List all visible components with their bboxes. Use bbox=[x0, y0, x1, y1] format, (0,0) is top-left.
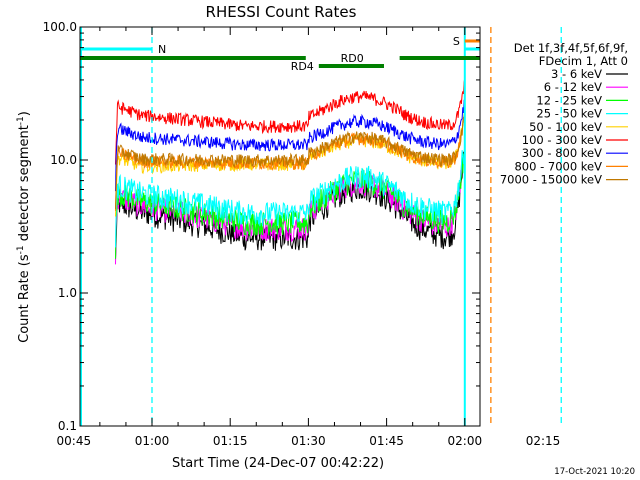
legend-header-line-2: FDecim 1, Att 0 bbox=[539, 54, 628, 68]
legend-item-label: 50 - 100 keV bbox=[529, 120, 602, 134]
vline-layer bbox=[80, 27, 562, 426]
series-line bbox=[115, 99, 466, 192]
legend-item-label: 800 - 7000 keV bbox=[514, 159, 602, 173]
y-tick-label: 1.0 bbox=[58, 286, 77, 300]
footer-date: 17-Oct-2021 10:20 bbox=[554, 467, 635, 477]
legend-item-label: 12 - 25 keV bbox=[536, 93, 602, 107]
x-tick-label: 01:15 bbox=[213, 434, 248, 448]
x-tick-label: 01:30 bbox=[291, 434, 326, 448]
legend-item-label: 25 - 50 keV bbox=[536, 107, 602, 121]
y-tick-label: 0.1 bbox=[58, 419, 77, 433]
x-tick-label: 00:45 bbox=[57, 434, 92, 448]
state-bar-label: N bbox=[158, 43, 166, 56]
chart-title: RHESSI Count Rates bbox=[206, 3, 357, 21]
plot-frame bbox=[79, 26, 481, 427]
legend-item-label: 3 - 6 keV bbox=[551, 67, 602, 81]
state-bar-label: S bbox=[453, 35, 460, 48]
x-tick-label: 02:00 bbox=[448, 434, 483, 448]
y-axis-ticks: 0.1 1.0 10.0 100.0 bbox=[43, 20, 480, 433]
state-bar-layer: N S RD0 RD4 bbox=[80, 35, 480, 73]
y-axis-label: Count Rate (s-1 detector segment-1) bbox=[16, 111, 32, 343]
series-line bbox=[115, 78, 466, 165]
x-tick-label: 01:45 bbox=[369, 434, 404, 448]
legend-header-line-1: Det 1f,3f,4f,5f,6f,9f, bbox=[514, 41, 628, 55]
x-tick-label: 02:15 bbox=[526, 434, 561, 448]
x-tick-label: 01:00 bbox=[135, 434, 170, 448]
plot-area: N S RD0 RD4 0.1 1.0 10.0 100.0 00:45 01:00 01:15… bbox=[43, 20, 562, 448]
x-axis-ticks: 00:45 01:00 01:15 01:30 01:45 02:00 02:15 bbox=[57, 27, 561, 448]
series-line bbox=[115, 116, 466, 210]
series-layer bbox=[115, 78, 466, 265]
legend-item-label: 300 - 800 keV bbox=[522, 146, 602, 160]
series-line bbox=[115, 144, 466, 248]
state-bar-label: RD0 bbox=[341, 52, 364, 65]
state-bar-label: RD4 bbox=[291, 60, 314, 73]
x-axis-label: Start Time (24-Dec-07 00:42:22) bbox=[172, 456, 384, 471]
legend-item-label: 7000 - 15000 keV bbox=[500, 173, 602, 187]
legend: Det 1f,3f,4f,5f,6f,9f, FDecim 1, Att 0 3… bbox=[500, 41, 628, 187]
y-tick-label: 10.0 bbox=[50, 153, 77, 167]
legend-item-label: 100 - 300 keV bbox=[522, 133, 602, 147]
y-tick-label: 100.0 bbox=[43, 20, 77, 34]
legend-item-label: 6 - 12 keV bbox=[544, 80, 602, 94]
